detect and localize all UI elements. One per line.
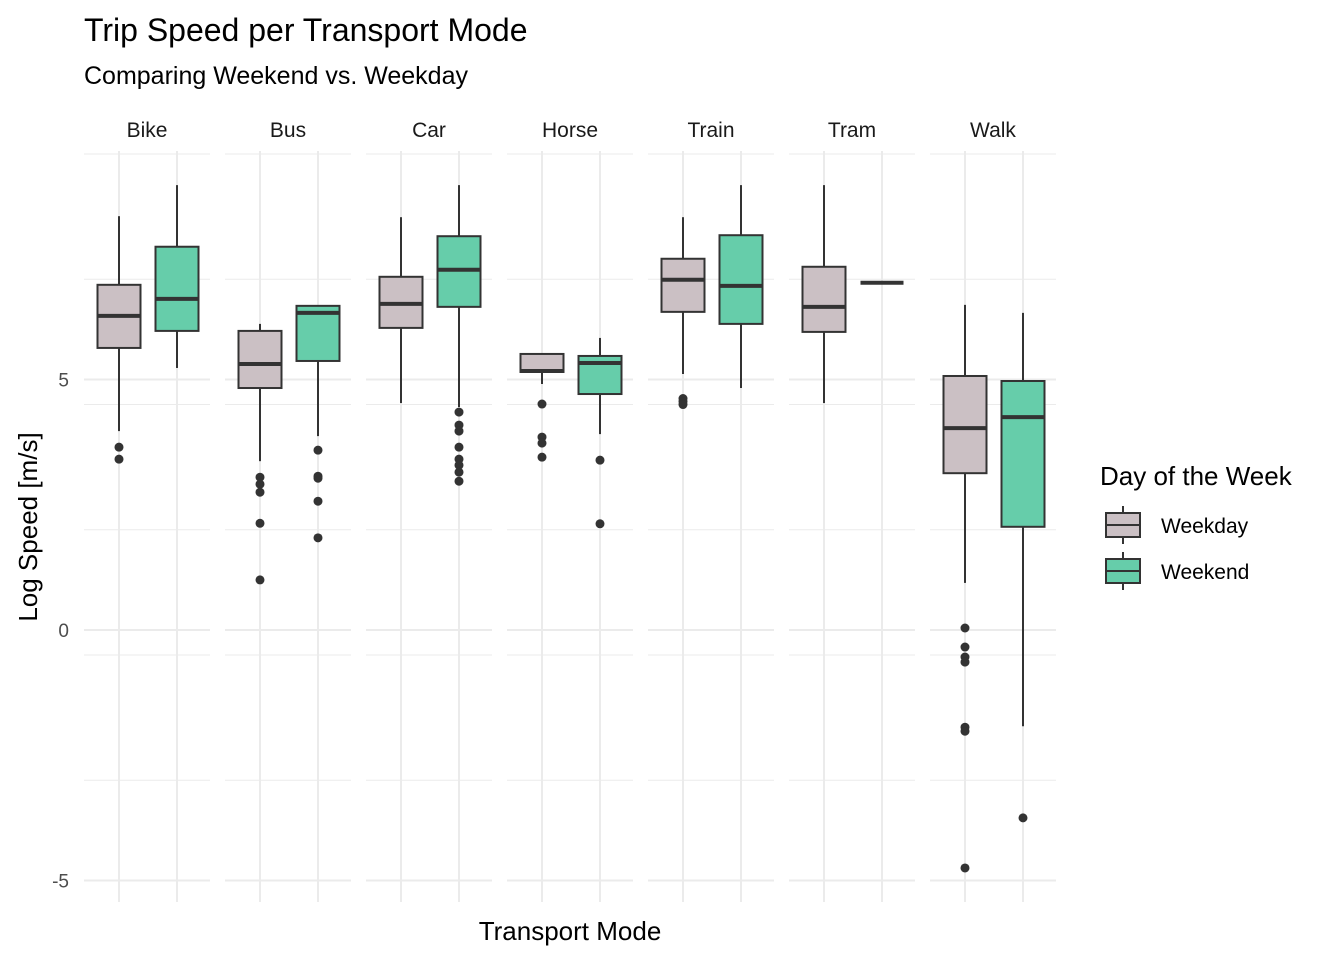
y-tick-label: 0 bbox=[58, 621, 69, 642]
box-body bbox=[801, 265, 847, 333]
outlier-point bbox=[255, 487, 265, 497]
outlier-point bbox=[960, 642, 970, 652]
outlier-point bbox=[255, 479, 265, 489]
box-bus-weekend bbox=[295, 304, 341, 543]
facet-panel-horse: Horse bbox=[507, 119, 633, 902]
outlier-point bbox=[537, 399, 547, 409]
legend-entry-weekend: Weekend bbox=[1105, 552, 1249, 590]
outlier-point bbox=[454, 426, 464, 436]
outlier-point bbox=[255, 472, 265, 482]
y-tick-label: 5 bbox=[58, 371, 69, 392]
box-body bbox=[1000, 380, 1046, 528]
outlier-point bbox=[1018, 813, 1028, 823]
outlier-point bbox=[114, 454, 124, 464]
outlier-point bbox=[454, 407, 464, 417]
legend-label: Weekday bbox=[1161, 515, 1249, 538]
outlier-point bbox=[595, 519, 605, 529]
box-body bbox=[718, 234, 764, 325]
y-axis-ticks: -5 0 5 bbox=[52, 371, 69, 893]
y-tick-label: -5 bbox=[52, 872, 69, 893]
outlier-point bbox=[255, 518, 265, 528]
box-bus-weekday bbox=[237, 323, 283, 585]
outlier-point bbox=[960, 863, 970, 873]
outlier-point bbox=[678, 400, 688, 410]
outlier-point bbox=[313, 496, 323, 506]
facet-label: Horse bbox=[542, 119, 598, 142]
facet-panel-car: Car bbox=[366, 119, 492, 902]
facet-label: Bus bbox=[270, 119, 306, 142]
box-body bbox=[660, 257, 706, 313]
outlier-point bbox=[960, 623, 970, 633]
x-axis-title: Transport Mode bbox=[479, 916, 662, 946]
box-walk-weekend bbox=[1000, 312, 1046, 823]
facet-label: Bike bbox=[127, 119, 168, 142]
chart-title: Trip Speed per Transport Mode bbox=[84, 12, 527, 48]
box-bike-weekday bbox=[96, 216, 142, 464]
box-body bbox=[295, 304, 341, 362]
legend: Day of the Week Weekday Weekend bbox=[1100, 461, 1293, 590]
box-car-weekday bbox=[378, 217, 424, 404]
facet-panel-bike: Bike bbox=[84, 119, 210, 902]
box-car-weekend bbox=[436, 185, 482, 486]
facet-label: Walk bbox=[970, 119, 1016, 142]
outlier-point bbox=[537, 452, 547, 462]
box-train-weekend bbox=[718, 185, 764, 389]
facet-panels: Bike Bus Car Horse Train Tram Walk bbox=[84, 119, 1056, 902]
box-horse-weekday bbox=[519, 352, 565, 462]
legend-title: Day of the Week bbox=[1100, 461, 1293, 491]
outlier-point bbox=[255, 575, 265, 585]
facet-label: Car bbox=[412, 119, 446, 142]
outlier-point bbox=[114, 442, 124, 452]
outlier-point bbox=[313, 445, 323, 455]
box-tram-weekday bbox=[801, 185, 847, 404]
box-bike-weekend bbox=[154, 185, 200, 368]
outlier-point bbox=[454, 467, 464, 477]
facet-label: Train bbox=[687, 119, 734, 142]
facet-panel-bus: Bus bbox=[225, 119, 351, 902]
outlier-point bbox=[960, 657, 970, 667]
outlier-point bbox=[454, 476, 464, 486]
box-body bbox=[942, 374, 988, 475]
outlier-point bbox=[537, 438, 547, 448]
box-walk-weekday bbox=[942, 304, 988, 873]
outlier-point bbox=[960, 726, 970, 736]
box-train-weekday bbox=[660, 217, 706, 410]
outlier-point bbox=[454, 460, 464, 470]
y-axis-title: Log Speed [m/s] bbox=[13, 432, 43, 621]
facet-panel-walk: Walk bbox=[930, 119, 1056, 902]
legend-entry-weekday: Weekday bbox=[1105, 506, 1249, 544]
box-horse-weekend bbox=[577, 337, 623, 529]
facet-label: Tram bbox=[828, 119, 876, 142]
legend-label: Weekend bbox=[1161, 561, 1249, 584]
facet-panel-train: Train bbox=[648, 119, 774, 902]
box-body bbox=[154, 245, 200, 332]
outlier-point bbox=[595, 455, 605, 465]
outlier-point bbox=[313, 473, 323, 483]
box-body bbox=[237, 329, 283, 390]
facet-panel-tram: Tram bbox=[789, 119, 915, 902]
chart-subtitle: Comparing Weekend vs. Weekday bbox=[84, 62, 468, 90]
outlier-point bbox=[454, 442, 464, 452]
outlier-point bbox=[313, 533, 323, 543]
